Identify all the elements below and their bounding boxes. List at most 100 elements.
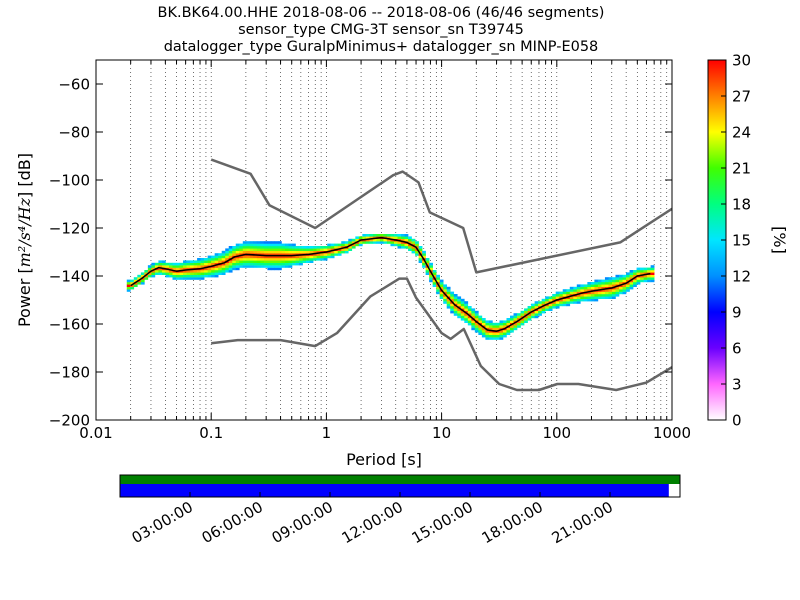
heatmap-cell (555, 306, 560, 309)
heatmap-cell (341, 243, 346, 247)
heatmap-cell (474, 325, 479, 328)
heatmap-cell (401, 238, 405, 242)
heatmap-cell (277, 248, 282, 251)
heatmap-cell (284, 265, 289, 268)
heatmap-cell (397, 236, 402, 239)
heatmap-cell (552, 298, 557, 302)
heatmap-cell (365, 241, 370, 244)
heatmap-cell (242, 255, 247, 259)
heatmap-cell (292, 250, 296, 254)
heatmap-cell (270, 243, 275, 247)
heatmap-cell (168, 265, 173, 268)
heatmap-cell (425, 272, 430, 275)
heatmap-cell (225, 267, 230, 271)
heatmap-cell (436, 277, 440, 280)
heatmap-cell (457, 308, 462, 311)
heatmap-cell (615, 277, 620, 280)
heatmap-cell (481, 322, 486, 326)
heatmap-cell (299, 262, 303, 266)
heatmap-cell (365, 234, 370, 237)
heatmap-cell (622, 289, 627, 292)
heatmap-cell (604, 291, 609, 295)
heatmap-cell (133, 277, 138, 280)
heatmap-cell (299, 248, 303, 251)
data-coverage-timeline: 03:00:00 06:00:00 09:00:00 12:00:00 15:00:00… (119, 474, 681, 547)
heatmap-cell (485, 325, 490, 328)
heatmap-cell (626, 279, 630, 283)
heatmap-cell (214, 260, 219, 263)
heatmap-cell (235, 265, 240, 268)
heatmap-cell (432, 274, 437, 278)
heatmap-cell (348, 246, 353, 249)
heatmap-cell (274, 262, 279, 266)
heatmap-cell (267, 255, 272, 259)
heatmap-cell (253, 243, 258, 247)
colorbar-tick-label: 9 (732, 304, 742, 322)
heatmap-cell (288, 262, 293, 266)
heatmap-cell (601, 286, 606, 290)
heatmap-cell (545, 308, 549, 311)
heatmap-cell (330, 255, 335, 259)
heatmap-cell (633, 282, 637, 285)
heatmap-cell (295, 248, 300, 251)
heatmap-cell (404, 246, 409, 249)
heatmap-cell (193, 262, 198, 266)
heatmap-cell (492, 322, 497, 326)
heatmap-cell (569, 298, 574, 302)
heatmap-cell (510, 315, 514, 319)
heatmap-cell (629, 270, 634, 273)
heatmap-cell (313, 250, 317, 254)
heatmap-cell (256, 243, 261, 247)
heatmap-cell (457, 313, 462, 316)
heatmap-cell (165, 272, 170, 275)
heatmap-cell (225, 255, 230, 259)
heatmap-cell (510, 325, 514, 328)
heatmap-cell (253, 241, 258, 244)
heatmap-cell (260, 248, 265, 251)
heatmap-cell (232, 250, 237, 254)
heatmap-cell (460, 315, 465, 319)
heatmap-cell (517, 322, 521, 326)
heatmap-cell (337, 246, 342, 249)
heatmap-cell (292, 248, 296, 251)
heatmap-cell (601, 279, 606, 283)
heatmap-cell (197, 258, 201, 261)
heatmap-cell (232, 265, 237, 268)
heatmap-cell (292, 243, 296, 247)
heatmap-cell (450, 296, 455, 299)
heatmap-cell (622, 279, 627, 283)
x-tick-label: 1 (322, 424, 332, 442)
heatmap-cell (161, 262, 166, 266)
heatmap-cell (443, 289, 448, 292)
heatmap-cell (235, 260, 240, 263)
heatmap-cell (460, 313, 465, 316)
heatmap-cell (408, 243, 412, 247)
heatmap-cell (502, 325, 507, 328)
heatmap-cell (151, 267, 156, 271)
heatmap-cell (443, 291, 448, 295)
heatmap-cell (270, 258, 275, 261)
heatmap-cell (517, 318, 521, 321)
heatmap-cell (249, 265, 254, 268)
heatmap-cell (232, 258, 237, 261)
heatmap-cell (281, 243, 286, 247)
heatmap-cell (204, 258, 208, 261)
heatmap-cell (355, 236, 360, 239)
heatmap-cell (611, 296, 616, 299)
heatmap-cell (281, 260, 286, 263)
heatmap-cell (590, 284, 595, 287)
heatmap-cell (604, 277, 609, 280)
heatmap-cell (408, 246, 412, 249)
heatmap-cell (214, 265, 219, 268)
heatmap-cell (636, 270, 641, 273)
heatmap-cell (534, 301, 539, 304)
heatmap-cell (467, 308, 472, 311)
heatmap-cell (154, 270, 159, 273)
heatmap-cell (538, 310, 542, 314)
colorbar-tick-label: 6 (732, 340, 742, 358)
heatmap-cell (242, 258, 247, 261)
heatmap-cell (601, 289, 606, 292)
heatmap-cell (513, 318, 518, 321)
heatmap-cell (292, 258, 296, 261)
heatmap-cell (313, 258, 317, 261)
